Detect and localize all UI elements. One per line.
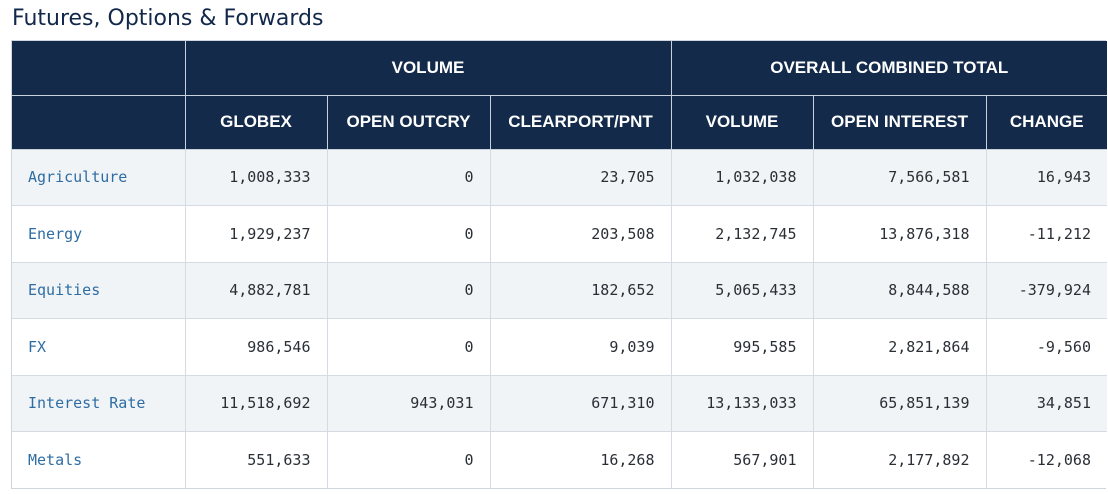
column-header-globex: GLOBEX (185, 95, 328, 150)
clearport-cell: 203,508 (490, 205, 672, 263)
table-row: Energy 1,929,237 0 203,508 2,132,745 13,… (12, 205, 1107, 263)
open-outcry-cell: 0 (327, 318, 491, 376)
column-header-open-outcry: OPEN OUTCRY (327, 95, 491, 150)
open-interest-cell: 13,876,318 (813, 205, 987, 263)
open-interest-cell: 2,177,892 (813, 431, 987, 488)
volume-cell: 995,585 (671, 318, 814, 376)
sector-link-agriculture[interactable]: Agriculture (12, 149, 186, 206)
sector-link-metals[interactable]: Metals (12, 431, 186, 488)
table-body: Agriculture 1,008,333 0 23,705 1,032,038… (12, 149, 1107, 488)
change-cell: 16,943 (986, 149, 1107, 206)
globex-cell: 4,882,781 (185, 262, 328, 319)
sector-link-fx[interactable]: FX (12, 318, 186, 376)
open-outcry-cell: 0 (327, 262, 491, 319)
volume-table: VOLUME OVERALL COMBINED TOTAL GLOBEX OPE… (12, 41, 1107, 488)
open-outcry-cell: 0 (327, 149, 491, 206)
globex-cell: 551,633 (185, 431, 328, 488)
globex-cell: 11,518,692 (185, 375, 328, 432)
page-title: Futures, Options & Forwards (12, 6, 324, 31)
volume-cell: 13,133,033 (671, 375, 814, 432)
open-outcry-cell: 943,031 (327, 375, 491, 432)
group-header-overall: OVERALL COMBINED TOTAL (671, 41, 1107, 96)
sector-link-equities[interactable]: Equities (12, 262, 186, 319)
open-interest-cell: 7,566,581 (813, 149, 987, 206)
column-header-row: GLOBEX OPEN OUTCRY CLEARPORT/PNT VOLUME … (12, 95, 1107, 150)
clearport-cell: 23,705 (490, 149, 672, 206)
sector-link-interest-rate[interactable]: Interest Rate (12, 375, 186, 432)
globex-cell: 986,546 (185, 318, 328, 376)
globex-cell: 1,929,237 (185, 205, 328, 263)
group-header-volume: VOLUME (185, 41, 672, 96)
open-outcry-cell: 0 (327, 431, 491, 488)
volume-cell: 2,132,745 (671, 205, 814, 263)
volume-cell: 1,032,038 (671, 149, 814, 206)
volume-cell: 5,065,433 (671, 262, 814, 319)
sector-link-energy[interactable]: Energy (12, 205, 186, 263)
column-header-volume: VOLUME (671, 95, 814, 150)
column-header-sector (12, 95, 186, 150)
column-header-clearport: CLEARPORT/PNT (490, 95, 672, 150)
open-outcry-cell: 0 (327, 205, 491, 263)
table-header: VOLUME OVERALL COMBINED TOTAL GLOBEX OPE… (12, 41, 1107, 150)
open-interest-cell: 65,851,139 (813, 375, 987, 432)
change-cell: -11,212 (986, 205, 1107, 263)
table-row: Metals 551,633 0 16,268 567,901 2,177,89… (12, 431, 1107, 488)
column-header-change: CHANGE (986, 95, 1107, 150)
change-cell: -12,068 (986, 431, 1107, 488)
clearport-cell: 671,310 (490, 375, 672, 432)
open-interest-cell: 8,844,588 (813, 262, 987, 319)
table-row: Interest Rate 11,518,692 943,031 671,310… (12, 375, 1107, 432)
change-cell: -9,560 (986, 318, 1107, 376)
volume-table-container: VOLUME OVERALL COMBINED TOTAL GLOBEX OPE… (11, 40, 1107, 489)
table-row: Agriculture 1,008,333 0 23,705 1,032,038… (12, 149, 1107, 206)
clearport-cell: 182,652 (490, 262, 672, 319)
open-interest-cell: 2,821,864 (813, 318, 987, 376)
table-row: Equities 4,882,781 0 182,652 5,065,433 8… (12, 262, 1107, 319)
volume-cell: 567,901 (671, 431, 814, 488)
clearport-cell: 9,039 (490, 318, 672, 376)
group-header-sector (12, 41, 186, 96)
clearport-cell: 16,268 (490, 431, 672, 488)
table-row: FX 986,546 0 9,039 995,585 2,821,864 -9,… (12, 318, 1107, 376)
column-header-open-interest: OPEN INTEREST (813, 95, 987, 150)
change-cell: 34,851 (986, 375, 1107, 432)
globex-cell: 1,008,333 (185, 149, 328, 206)
change-cell: -379,924 (986, 262, 1107, 319)
group-header-row: VOLUME OVERALL COMBINED TOTAL (12, 41, 1107, 96)
